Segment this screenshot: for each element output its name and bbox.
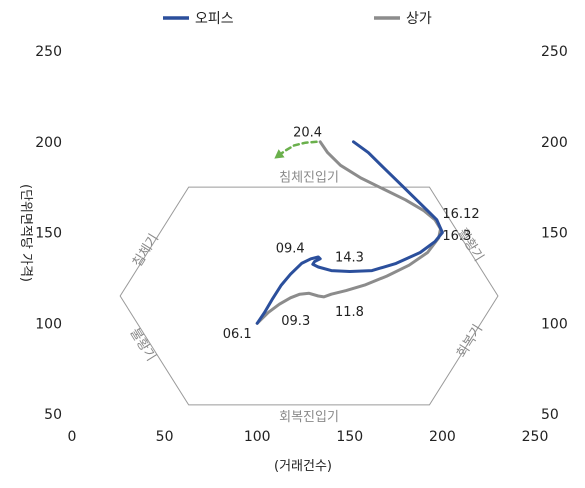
point-annotation: 11.8: [335, 305, 364, 320]
cycle-hexagon-outline: [119, 186, 499, 406]
x-tick-label: 250: [522, 429, 549, 445]
phase-label: 침체진입기: [279, 171, 339, 186]
y-tick-label-left: 250: [35, 44, 62, 60]
point-annotation: 09.4: [276, 241, 305, 256]
dashed-arrow-path: [276, 140, 318, 158]
phase-label: 불황기: [127, 326, 159, 364]
y-tick-label-left: 150: [35, 226, 62, 242]
axes: 0 50 100 150 200 250 50 50 100 100 150 150 200 200 250…: [35, 44, 567, 445]
x-tick-label: 150: [336, 429, 363, 445]
x-tick-label: 100: [244, 429, 271, 445]
point-annotation: 16.12: [442, 207, 479, 222]
legend-label: 오피스: [195, 11, 234, 27]
y-axis-label: (단위면적당 가격): [18, 184, 33, 282]
phase-label: 회복기: [454, 322, 486, 360]
point-annotation: 14.3: [335, 251, 364, 266]
point-annotation: 20.4: [293, 125, 322, 140]
y-tick-label-left: 200: [35, 135, 62, 151]
phase-label: 회복진입기: [279, 410, 339, 425]
y-tick-label-right: 200: [541, 135, 568, 151]
series-line-retail: [255, 140, 442, 325]
x-axis-label: (거래건수): [274, 459, 332, 474]
series-lines: [255, 140, 444, 325]
point-annotation: 06.1: [223, 327, 252, 342]
legend-label: 상가: [406, 11, 432, 27]
point-annotation: 16.3: [442, 229, 471, 244]
phase-label: 침체기: [130, 231, 162, 269]
y-tick-label-right: 50: [541, 407, 559, 423]
x-tick-label: 50: [156, 429, 174, 445]
series-line-office: [255, 140, 444, 325]
dashed-arrow-head: [274, 149, 285, 159]
x-tick-label: 200: [429, 429, 456, 445]
cycle-hexagon: [119, 186, 499, 406]
y-tick-label-left: 50: [44, 407, 62, 423]
x-tick-label: 0: [68, 429, 77, 445]
y-tick-label-left: 100: [35, 316, 62, 332]
y-tick-label-right: 100: [541, 316, 568, 332]
y-tick-label-right: 250: [541, 44, 568, 60]
legend: 오피스 상가: [163, 11, 432, 27]
point-annotation: 09.3: [281, 314, 310, 329]
y-tick-label-right: 150: [541, 226, 568, 242]
annotations: 20.4 16.12 16.3 09.4 14.3 06.1 09.3 11.8: [223, 125, 480, 341]
dashed-arrow: [274, 140, 318, 159]
